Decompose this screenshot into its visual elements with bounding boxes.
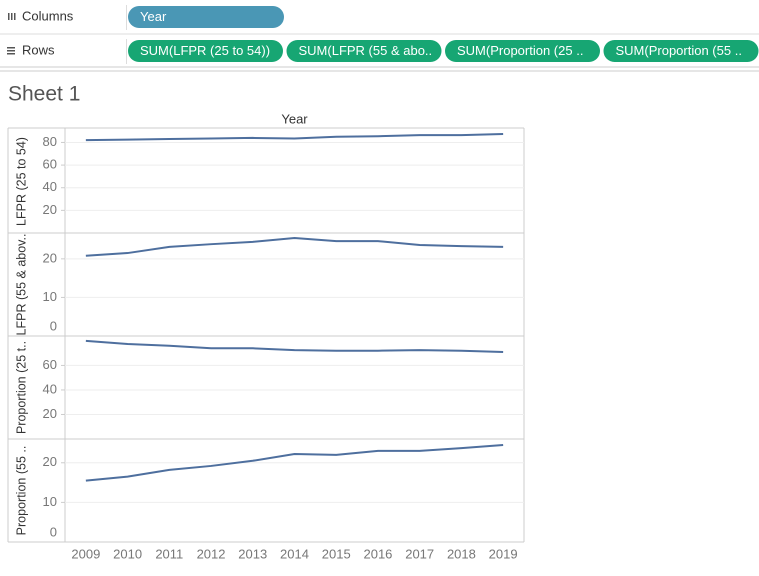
- y-tick-label: 40: [43, 179, 57, 194]
- shelf-separator: [126, 5, 127, 30]
- pill[interactable]: [286, 40, 442, 62]
- y-tick-label: 60: [43, 357, 57, 372]
- y-tick-label: 40: [43, 381, 57, 396]
- y-tick-label: 10: [43, 289, 57, 304]
- rows-label: Rows: [22, 42, 55, 57]
- columns-icon: [8, 13, 16, 20]
- pill-label: SUM(Proportion (25 ..: [457, 43, 583, 58]
- y-axis-title: LFPR (55 & abov..: [14, 234, 28, 336]
- y-axis-title: LFPR (25 to 54): [14, 137, 28, 226]
- y-tick-label: 0: [50, 524, 57, 539]
- x-tick-label: 2009: [71, 546, 100, 561]
- y-tick-label: 20: [43, 406, 57, 421]
- y-tick-label: 20: [43, 454, 57, 469]
- y-tick-label: 20: [43, 202, 57, 217]
- x-axis-title: Year: [281, 111, 308, 126]
- x-tick-label: 2010: [113, 546, 142, 561]
- rows-icon: [7, 47, 15, 55]
- pill[interactable]: [128, 6, 284, 28]
- line: [85, 237, 504, 257]
- pill-label: SUM(LFPR (25 to 54)): [140, 43, 270, 58]
- x-tick-label: 2013: [238, 546, 267, 561]
- line: [85, 443, 504, 482]
- pill-label: SUM(LFPR (55 & abo..: [299, 43, 433, 58]
- pill[interactable]: [603, 40, 759, 62]
- y-axis-title: Proportion (25 t..: [14, 341, 28, 434]
- line: [85, 132, 504, 142]
- pill[interactable]: [445, 40, 600, 62]
- x-tick-label: 2012: [197, 546, 226, 561]
- x-tick-label: 2011: [155, 546, 183, 561]
- x-tick-label: 2018: [447, 546, 476, 561]
- line: [85, 339, 504, 353]
- x-tick-label: 2015: [322, 546, 351, 561]
- x-tick-label: 2019: [489, 546, 518, 561]
- x-tick-label: 2014: [280, 546, 309, 561]
- pill-label: SUM(Proportion (55 ..: [616, 43, 742, 58]
- y-tick-label: 0: [50, 318, 57, 333]
- columns-label: Columns: [22, 8, 74, 23]
- y-tick-label: 20: [43, 250, 57, 265]
- y-axis-title: Proportion (55 ..: [14, 446, 28, 536]
- y-tick-label: 80: [43, 134, 57, 149]
- shelf-separator: [126, 39, 127, 64]
- sheet-title: Sheet 1: [8, 83, 80, 106]
- y-tick-label: 10: [43, 494, 57, 509]
- pill[interactable]: [128, 40, 283, 62]
- y-tick-label: 60: [43, 157, 57, 172]
- pill-label: Year: [140, 9, 167, 24]
- x-tick-label: 2017: [405, 546, 434, 561]
- x-tick-label: 2016: [363, 546, 392, 561]
